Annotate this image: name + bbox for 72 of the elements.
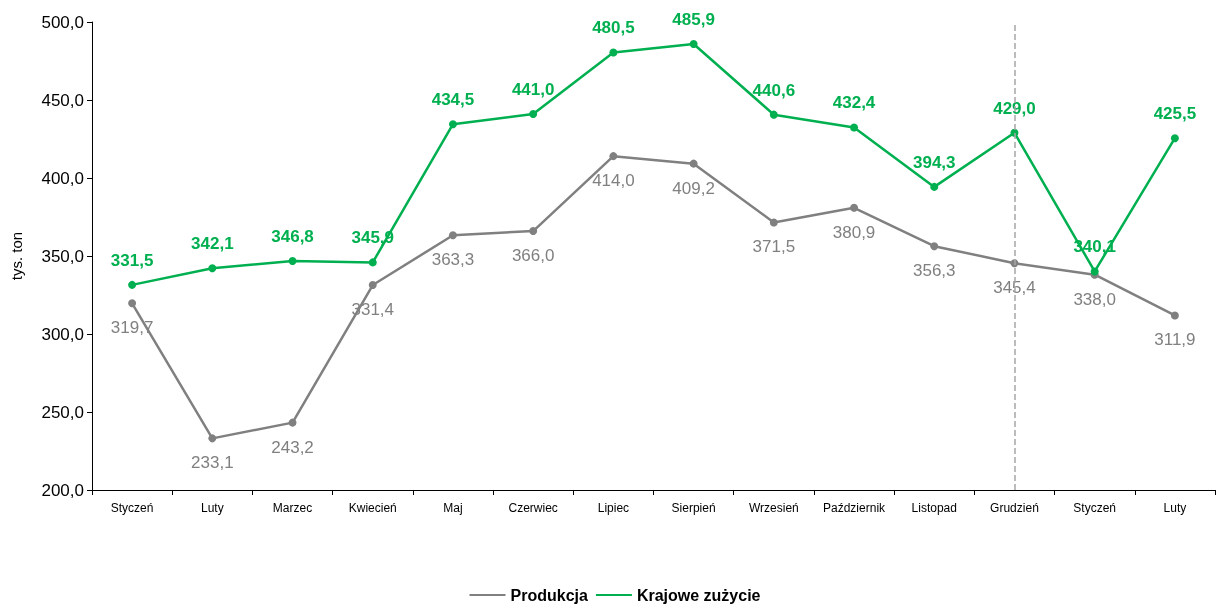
point <box>769 110 778 119</box>
x-tick-label: Lipiec <box>597 501 630 515</box>
point <box>1170 134 1179 143</box>
data-label: 440,6 <box>752 80 796 100</box>
data-label: 366,0 <box>511 246 555 266</box>
point <box>208 434 217 443</box>
data-label: 380,9 <box>832 222 876 242</box>
x-tick-label: Listopad <box>911 501 957 515</box>
y-tick-label: 300,0 <box>41 324 84 344</box>
point <box>368 258 377 267</box>
point <box>128 299 137 308</box>
data-label: 346,8 <box>271 226 314 246</box>
data-label: 331,5 <box>110 250 154 270</box>
x-tick-label: Sierpień <box>671 501 716 515</box>
x-tick-label: Październik <box>823 501 887 515</box>
data-label: 441,0 <box>511 80 555 100</box>
y-tick-label: 400,0 <box>41 168 84 188</box>
x-tick-label: Maj <box>443 501 463 515</box>
point <box>689 40 698 48</box>
x-tick-label: Grudzień <box>990 501 1039 515</box>
data-label: 414,0 <box>592 171 635 191</box>
data-label: 371,5 <box>752 237 796 257</box>
data-label: 394,3 <box>912 152 956 172</box>
point <box>1170 311 1179 320</box>
point <box>609 48 618 57</box>
data-label: 338,0 <box>1073 289 1116 309</box>
y-tick-label: 200,0 <box>41 480 84 500</box>
point <box>448 231 457 240</box>
point <box>769 218 778 227</box>
point <box>850 123 859 132</box>
point <box>128 280 137 289</box>
data-label: 233,1 <box>191 453 234 473</box>
y-tick-label: 250,0 <box>41 402 84 422</box>
data-label: 485,9 <box>672 10 715 29</box>
x-tick-label: Czerwiec <box>508 501 558 515</box>
data-label: 311,9 <box>1154 330 1196 350</box>
point <box>288 256 297 265</box>
data-label: 363,3 <box>431 250 475 270</box>
point <box>368 281 377 290</box>
legend-label: Krajowe zużycie <box>636 586 761 604</box>
x-tick-label: Styczeń <box>110 501 154 515</box>
data-label: 345,4 <box>993 278 1036 298</box>
data-label: 342,1 <box>191 234 234 254</box>
point <box>930 242 939 251</box>
x-tick-label: Luty <box>1163 501 1187 515</box>
point <box>689 159 698 168</box>
x-tick-label: Luty <box>200 501 224 515</box>
y-axis-title: tys. ton <box>8 231 25 281</box>
point <box>609 152 618 161</box>
point <box>208 264 217 273</box>
data-label: 434,5 <box>431 90 475 110</box>
x-tick-label: Kwiecień <box>348 501 397 515</box>
point <box>529 227 538 236</box>
y-tick-label: 500,0 <box>41 12 84 32</box>
x-tick-label: Marzec <box>272 501 313 515</box>
legend-label: Produkcja <box>510 586 588 604</box>
data-label: 480,5 <box>592 18 635 38</box>
point <box>288 418 297 427</box>
point <box>529 110 538 119</box>
data-label: 243,2 <box>271 437 314 457</box>
data-label: 432,4 <box>832 93 876 113</box>
data-label: 425,5 <box>1153 104 1197 124</box>
y-tick-label: 450,0 <box>41 90 84 110</box>
data-label: 409,2 <box>672 178 715 198</box>
y-tick-label: 350,0 <box>41 246 84 266</box>
point <box>448 120 457 129</box>
x-tick-label: Styczeń <box>1073 501 1117 515</box>
data-label: 429,0 <box>993 98 1036 118</box>
point <box>850 203 859 212</box>
point <box>930 182 939 191</box>
data-label: 356,3 <box>912 261 956 281</box>
x-tick-label: Wrzesień <box>748 501 799 515</box>
